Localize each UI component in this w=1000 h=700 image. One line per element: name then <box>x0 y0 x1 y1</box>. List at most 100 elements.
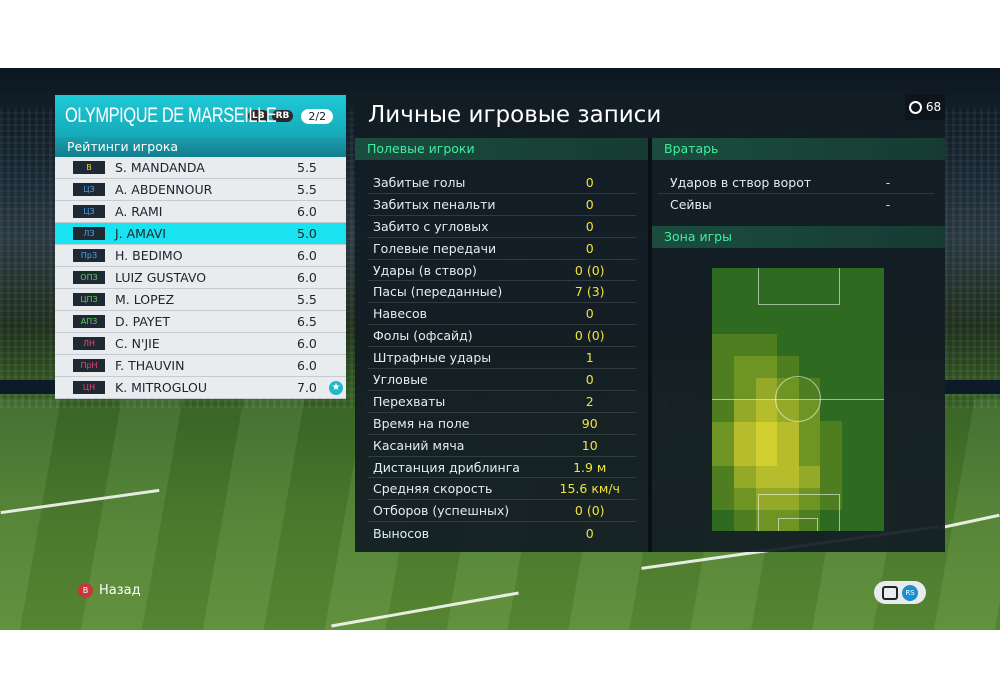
center-circle <box>775 376 821 422</box>
heatmap-cell <box>733 421 756 444</box>
stat-label: Дистанция дриблинга <box>373 459 520 475</box>
heatmap-cell <box>776 465 799 488</box>
player-rating: 6.0 <box>297 204 317 219</box>
stat-value: 15.6 км/ч <box>559 481 620 497</box>
stat-value: 0 (0) <box>574 262 605 278</box>
heatmap-cell <box>819 487 842 510</box>
stat-value: 0 <box>585 525 594 541</box>
stat-row: Голевые передачи 0 <box>368 238 636 260</box>
player-row[interactable]: ЦН K. MITROGLOU 7.0 ★ <box>55 377 346 399</box>
heatmap-cell <box>733 333 756 357</box>
ad-board <box>945 380 1000 394</box>
stat-label: Забитых пенальти <box>373 196 496 212</box>
stat-row: Удары (в створ) 0 (0) <box>368 260 636 282</box>
match-timer: 68 <box>905 94 945 120</box>
heatmap-cell <box>755 443 777 466</box>
star-badge-icon: ★ <box>329 380 343 395</box>
stat-label: Удары (в створ) <box>373 262 477 278</box>
chat-icon <box>882 585 898 600</box>
stat-value: 1.9 м <box>573 459 607 475</box>
position-badge: ОПЗ <box>73 271 105 284</box>
heatmap-cell <box>776 487 799 510</box>
heatmap-cell <box>712 399 734 422</box>
position-badge: АПЗ <box>73 315 105 328</box>
player-row[interactable]: ЛН C. N'JIE 6.0 <box>55 333 346 355</box>
stat-label: Фолы (офсайд) <box>373 328 473 344</box>
player-rating: 6.0 <box>297 248 317 263</box>
position-badge: ЛЗ <box>73 227 105 240</box>
heatmap-cell <box>712 421 734 444</box>
zone-header: Зона игры <box>652 226 945 248</box>
team-name: OLYMPIQUE DE MARSEILLE <box>65 104 277 127</box>
stat-row: Сейвы - <box>658 194 934 216</box>
heatmap-cell <box>712 465 734 488</box>
stat-label: Пасы (переданные) <box>373 284 503 300</box>
heatmap-cell <box>733 443 756 466</box>
chat-rs-control[interactable]: RS <box>874 581 926 604</box>
heatmap-cell <box>733 487 756 510</box>
heatmap-cell <box>755 377 777 400</box>
heatmap-cell <box>819 465 842 488</box>
heatmap-cell <box>733 509 756 531</box>
stat-row: Фолы (офсайд) 0 (0) <box>368 325 636 348</box>
stat-row: Штрафные удары 1 <box>368 347 636 370</box>
player-name: J. AMAVI <box>115 226 166 241</box>
back-label: Назад <box>99 583 141 598</box>
player-row[interactable]: ЛЗ J. AMAVI 5.0 <box>55 223 346 245</box>
heatmap-cell <box>798 421 820 444</box>
player-row[interactable]: ЦПЗ M. LOPEZ 5.5 <box>55 289 346 311</box>
stat-row: Отборов (успешных) 0 (0) <box>368 500 636 523</box>
stat-row: Дистанция дриблинга 1.9 м <box>368 457 636 479</box>
heatmap-cell <box>798 509 820 531</box>
stat-row: Средняя скорость 15.6 км/ч <box>368 478 636 501</box>
heatmap-cell <box>798 487 820 510</box>
player-rating: 6.0 <box>297 358 317 373</box>
stat-value: 0 <box>585 306 594 322</box>
player-row[interactable]: В S. MANDANDA 5.5 <box>55 157 346 179</box>
penalty-box-top <box>758 268 840 305</box>
heatmap-cell <box>776 355 799 379</box>
heatmap-cell <box>755 465 777 488</box>
rs-button-icon: RS <box>902 584 918 601</box>
team-header: OLYMPIQUE DE MARSEILLE LB RB 2/2 <box>55 95 346 137</box>
position-badge: ЦПЗ <box>73 293 105 306</box>
stat-row: Навесов 0 <box>368 303 636 326</box>
stat-value: 10 <box>581 437 598 453</box>
player-list: В S. MANDANDA 5.5 ЦЗ A. ABDENNOUR 5.5 ЦЗ A. RAM… <box>55 157 346 399</box>
position-badge: ЦН <box>73 381 105 394</box>
player-row[interactable]: ОПЗ LUIZ GUSTAVO 6.0 <box>55 267 346 289</box>
penalty-box-bottom <box>758 494 840 531</box>
heatmap-cell <box>776 443 799 466</box>
stat-value: 0 (0) <box>574 328 605 344</box>
player-rating: 5.5 <box>297 160 317 175</box>
b-button-icon: B <box>78 583 93 598</box>
stat-value: - <box>885 197 891 213</box>
player-row[interactable]: ПрН F. THAUVIN 6.0 <box>55 355 346 377</box>
back-control[interactable]: B Назад <box>78 583 141 598</box>
heatmap-cell <box>712 443 734 466</box>
heatmap-cell <box>712 487 734 510</box>
player-row[interactable]: ПрЗ H. BEDIMO 6.0 <box>55 245 346 267</box>
goal-area-bottom <box>778 518 818 531</box>
ratings-title: Рейтинги игрока <box>55 137 346 157</box>
player-name: A. RAMI <box>115 204 163 219</box>
goalkeeper-header: Вратарь <box>652 138 945 160</box>
timer-value: 68 <box>925 100 942 114</box>
stat-row: Пасы (переданные) 7 (3) <box>368 281 636 304</box>
player-row[interactable]: ЦЗ A. RAMI 6.0 <box>55 201 346 223</box>
lb-button-icon[interactable]: LB <box>248 110 269 122</box>
stat-label: Забитые голы <box>373 174 466 190</box>
stat-value: 7 (3) <box>574 284 605 300</box>
rb-button-icon[interactable]: RB <box>271 110 294 122</box>
stat-label: Время на поле <box>373 415 470 431</box>
stat-value: 0 <box>585 196 594 212</box>
player-row[interactable]: ЦЗ A. ABDENNOUR 5.5 <box>55 179 346 201</box>
heatmap-cell <box>712 355 734 379</box>
player-row[interactable]: АПЗ D. PAYET 6.5 <box>55 311 346 333</box>
stat-label: Навесов <box>373 306 428 322</box>
stat-row: Время на поле 90 <box>368 413 636 435</box>
heatmap-cell <box>755 421 777 444</box>
position-badge: ПрН <box>73 359 105 372</box>
player-name: M. LOPEZ <box>115 292 175 307</box>
heatmap-cell <box>733 355 756 379</box>
